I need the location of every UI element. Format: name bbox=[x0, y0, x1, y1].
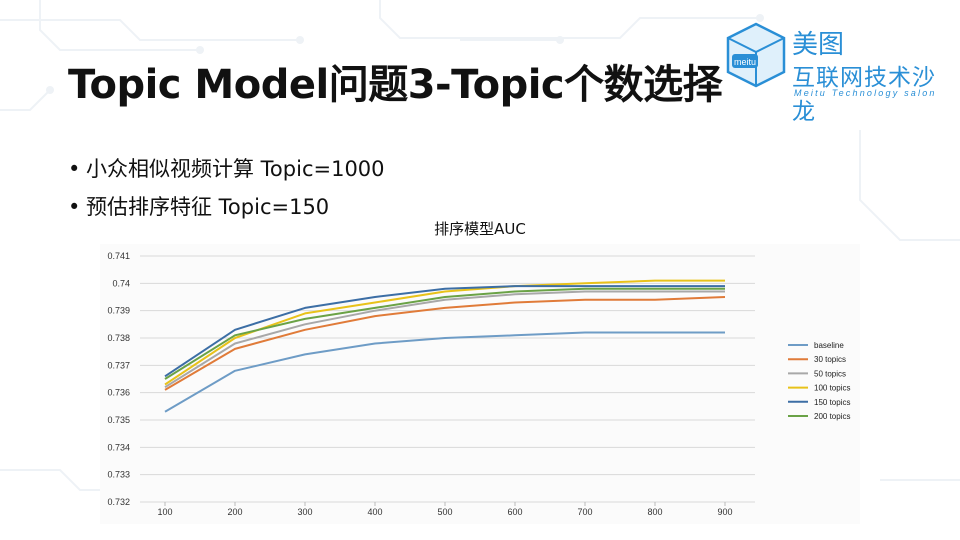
logo-box-text: meitu bbox=[734, 57, 756, 67]
y-tick-label: 0.738 bbox=[107, 333, 130, 343]
x-tick-label: 700 bbox=[577, 507, 592, 517]
logo-line2: 互联网技术沙龙 bbox=[792, 65, 936, 125]
x-tick-label: 300 bbox=[297, 507, 312, 517]
series-line bbox=[164, 296, 726, 391]
y-tick-label: 0.741 bbox=[107, 251, 130, 261]
y-tick-label: 0.734 bbox=[107, 442, 130, 452]
chart-title: 排序模型AUC bbox=[434, 220, 526, 238]
series-line bbox=[164, 287, 725, 380]
y-tick-label: 0.739 bbox=[107, 306, 130, 316]
bullet-dot-icon: • bbox=[68, 195, 81, 219]
logo-line1: 美图 bbox=[792, 30, 845, 60]
bullet-text: 预估排序特征 Topic=150 bbox=[86, 195, 330, 219]
y-tick-label: 0.74 bbox=[112, 278, 130, 288]
legend-label: 30 topics bbox=[814, 355, 846, 364]
bullet-text: 小众相似视频计算 Topic=1000 bbox=[86, 157, 385, 181]
legend-label: 100 topics bbox=[814, 384, 850, 393]
plot-background bbox=[100, 244, 860, 524]
x-tick-label: 100 bbox=[157, 507, 172, 517]
bullet-list: • 小众相似视频计算 Topic=1000 • 预估排序特征 Topic=150 bbox=[68, 150, 385, 226]
y-tick-label: 0.737 bbox=[107, 360, 130, 370]
x-tick-label: 500 bbox=[437, 507, 452, 517]
y-tick-label: 0.735 bbox=[107, 415, 130, 425]
x-tick-label: 600 bbox=[507, 507, 522, 517]
y-tick-label: 0.732 bbox=[107, 497, 130, 507]
legend-label: 50 topics bbox=[814, 369, 846, 378]
y-tick-label: 0.733 bbox=[107, 470, 130, 480]
legend-label: baseline bbox=[814, 341, 844, 350]
slide-title: Topic Model问题3-Topic个数选择 bbox=[68, 62, 723, 108]
bullet-dot-icon: • bbox=[68, 157, 81, 181]
meitu-cube-icon: meitu bbox=[726, 22, 786, 88]
series-line bbox=[164, 290, 725, 389]
y-tick-label: 0.736 bbox=[107, 388, 130, 398]
x-tick-label: 900 bbox=[717, 507, 732, 517]
bullet-item: • 预估排序特征 Topic=150 bbox=[68, 188, 385, 226]
logo-line3: Meitu Technology salon bbox=[794, 88, 937, 98]
meitu-logo: meitu 美图 互联网技术沙龙 Meitu Technology salon bbox=[724, 20, 954, 125]
bullet-item: • 小众相似视频计算 Topic=1000 bbox=[68, 150, 385, 188]
x-tick-label: 200 bbox=[227, 507, 242, 517]
x-tick-label: 800 bbox=[647, 507, 662, 517]
series-line bbox=[164, 331, 725, 413]
series-line bbox=[164, 285, 725, 378]
legend-label: 200 topics bbox=[814, 412, 850, 421]
x-tick-label: 400 bbox=[367, 507, 382, 517]
legend-label: 150 topics bbox=[814, 398, 850, 407]
